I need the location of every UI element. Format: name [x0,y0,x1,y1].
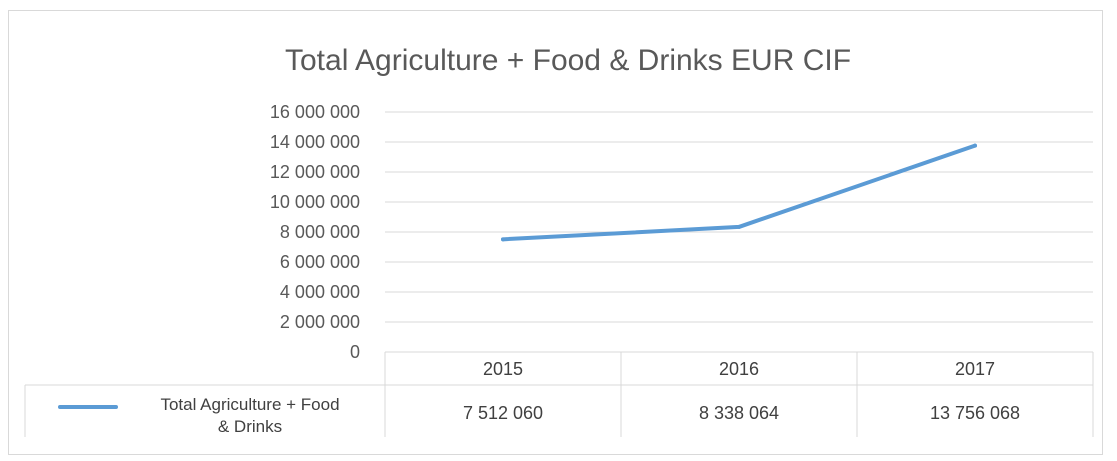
legend-series-name: Total Agriculture + Food & Drinks [160,395,339,436]
chart-title: Total Agriculture + Food & Drinks EUR CI… [285,44,851,77]
data-point [501,237,505,242]
y-tick-label: 10 000 000 [270,192,360,212]
y-tick-label: 4 000 000 [280,282,360,302]
data-table: 2015 2016 2017 Total Agriculture + Food & Dr… [24,351,1094,437]
legend-series-name-line: & Drinks [218,417,282,436]
y-tick-label: 0 [350,342,360,362]
data-table-value: 7 512 060 [463,403,543,423]
y-tick-label: 14 000 000 [270,132,360,152]
series-lines [501,143,977,242]
x-category-label: 2017 [955,359,995,379]
y-tick-label: 2 000 000 [280,312,360,332]
x-category-label: 2016 [719,359,759,379]
y-tick-label: 8 000 000 [280,222,360,242]
y-tick-label: 6 000 000 [280,252,360,272]
x-category-label: 2015 [483,359,523,379]
data-table-value: 8 338 064 [699,403,779,423]
y-axis-tick-labels: 0 2 000 000 4 000 000 6 000 000 8 000 000 10 … [270,102,360,362]
data-point [737,224,741,229]
gridlines [385,111,1093,323]
data-point [973,143,977,148]
y-tick-label: 12 000 000 [270,162,360,182]
data-table-value: 13 756 068 [930,403,1020,423]
y-tick-label: 16 000 000 [270,102,360,122]
legend-series-name-line: Total Agriculture + Food [160,395,339,414]
